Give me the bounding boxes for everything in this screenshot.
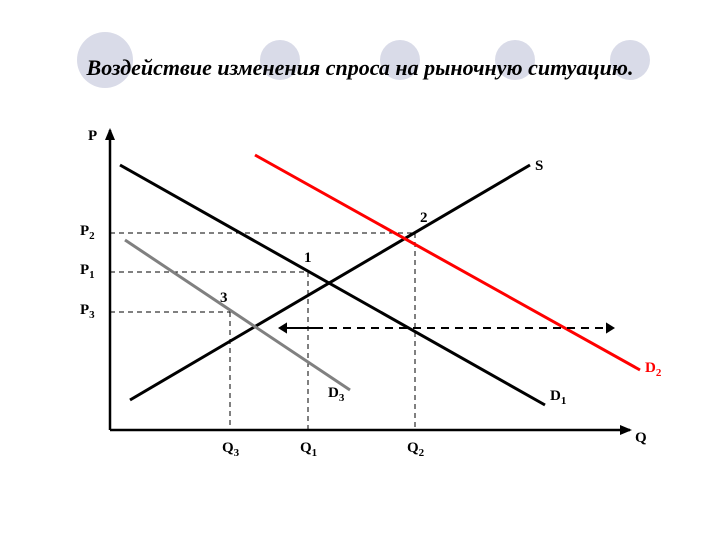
curve-label-d1: D1 xyxy=(550,388,566,407)
supply-demand-chart: P Q P1 P2 P3 Q1 Q2 Q3 1 2 3 S D1 D2 D3 xyxy=(60,110,680,510)
chart-svg xyxy=(60,110,680,510)
curve-label-d3: D3 xyxy=(328,385,344,404)
quantity-label-q1: Q1 xyxy=(300,440,317,459)
quantity-label-q2: Q2 xyxy=(407,440,424,459)
point-label-1: 1 xyxy=(304,250,312,267)
slide-title: Воздействие изменения спроса на рыночную… xyxy=(0,55,720,81)
price-label-p2: P2 xyxy=(80,223,95,242)
price-label-p3: P3 xyxy=(80,302,95,321)
point-label-2: 2 xyxy=(420,210,428,227)
axis-label-q: Q xyxy=(635,430,647,447)
quantity-label-q3: Q3 xyxy=(222,440,239,459)
curve-label-s: S xyxy=(535,158,543,175)
price-label-p1: P1 xyxy=(80,262,95,281)
point-label-3: 3 xyxy=(220,290,228,307)
axis-label-p: P xyxy=(88,128,97,145)
curve-label-d2: D2 xyxy=(645,360,661,379)
